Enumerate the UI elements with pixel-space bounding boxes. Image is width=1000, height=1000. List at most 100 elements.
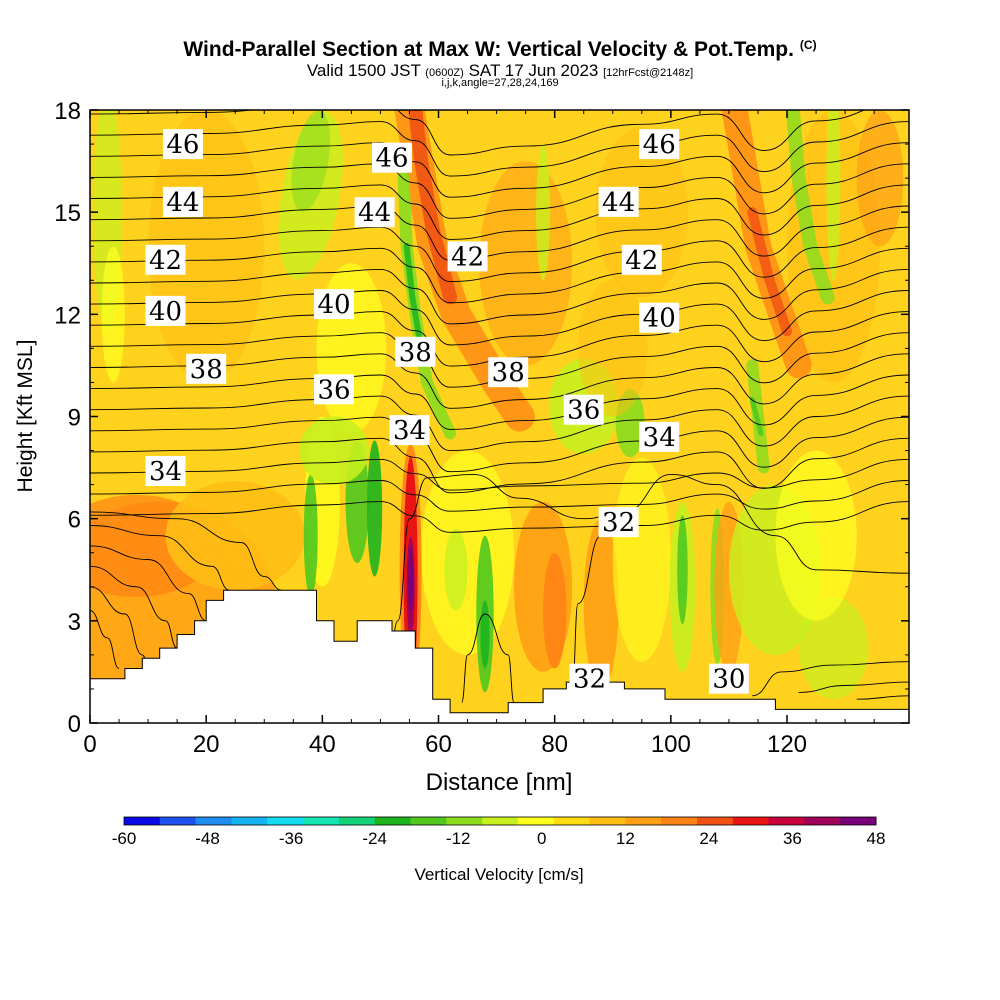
colorbar-swatch xyxy=(589,817,626,825)
y-tick-label: 3 xyxy=(68,609,81,636)
contour-label: 32 xyxy=(569,663,610,695)
contour-label-box xyxy=(569,663,610,694)
velocity-cell xyxy=(367,440,383,577)
isentrope-low xyxy=(90,511,282,591)
isentrope xyxy=(90,290,909,346)
contour-label-box xyxy=(145,244,186,275)
contour-label-text: 36 xyxy=(567,396,600,426)
contour-label: 34 xyxy=(389,415,430,446)
x-axis: 0 20 40 60 80 100 120 xyxy=(83,110,875,758)
contour-label-text: 40 xyxy=(643,304,676,334)
x-tick-label: 40 xyxy=(309,731,336,758)
chart-title: Wind-Parallel Section at Max W: Vertical… xyxy=(0,38,1000,62)
colorbar-swatch xyxy=(231,817,268,825)
velocity-cell xyxy=(101,246,125,383)
velocity-cell xyxy=(677,515,688,625)
contour-label-text: 42 xyxy=(149,246,182,276)
colorbar-tick-label: -48 xyxy=(195,829,220,848)
colorbar-swatch xyxy=(374,817,411,825)
contour-label-text: 38 xyxy=(492,358,525,388)
contour-label: 38 xyxy=(186,353,227,385)
contour-label-text: 40 xyxy=(317,290,350,320)
y-tick-label: 12 xyxy=(54,302,81,329)
contour-label: 40 xyxy=(145,295,186,327)
isentrope xyxy=(90,416,909,473)
y-tick-label: 9 xyxy=(68,405,81,432)
contour-label-text: 32 xyxy=(602,508,635,538)
y-tick-label: 15 xyxy=(54,200,81,227)
colorbar-tick-label: 12 xyxy=(616,829,635,848)
contour-label: 40 xyxy=(639,302,680,334)
velocity-cell xyxy=(303,474,318,597)
contour-label: 40 xyxy=(314,289,354,320)
isentrope-low xyxy=(90,545,207,622)
contour-label-text: 46 xyxy=(166,130,199,160)
contour-label: 30 xyxy=(708,663,749,695)
contour-label-text: 36 xyxy=(317,375,350,405)
isentrope-low xyxy=(90,610,120,669)
colorbar-swatch xyxy=(410,817,447,825)
velocity-band xyxy=(785,110,835,305)
colorbar: -60 -48 -36 -24 -12 0 12 24 36 48 xyxy=(112,816,885,848)
isentrope-low xyxy=(90,525,230,591)
grid-params: i,j,k,angle=27,28,24,169 xyxy=(441,77,559,89)
isentrope-low xyxy=(752,661,909,697)
contour-label-text: 34 xyxy=(393,416,426,446)
isentrope xyxy=(90,437,909,494)
chart-subtitle: Valid 1500 JST (0600Z) SAT 17 Jun 2023 [… xyxy=(0,61,1000,81)
terrain-mask xyxy=(89,589,910,724)
contour-label-text: 44 xyxy=(358,198,391,228)
contour-label: 38 xyxy=(488,357,529,388)
colorbar-tick-label: 24 xyxy=(699,829,718,848)
chart-title-text: Wind-Parallel Section at Max W: Vertical… xyxy=(183,38,794,61)
contour-label-box xyxy=(162,129,203,160)
contour-label: 36 xyxy=(563,394,604,426)
isentrope xyxy=(90,184,909,240)
contour-label: 44 xyxy=(162,186,203,218)
isentrope xyxy=(90,247,909,304)
velocity-cell xyxy=(299,416,369,485)
x-tick-label: 120 xyxy=(767,731,807,758)
x-tick-label: 20 xyxy=(193,731,220,758)
contour-label-group: 46 46 46 44 44 44 42 42 42 40 40 40 38 38 38 36 36 34 34 34… xyxy=(145,129,749,695)
colorbar-swatch xyxy=(696,817,734,825)
contour-label-box xyxy=(621,244,662,275)
contour-label-box xyxy=(598,507,639,538)
contour-label: 34 xyxy=(145,456,186,487)
contour-label-box xyxy=(708,663,749,694)
colorbar-swatch xyxy=(124,817,161,825)
contour-label: 46 xyxy=(372,142,412,174)
valid-time: Valid 1500 JST xyxy=(306,61,421,80)
colorbar-tick-label: 0 xyxy=(537,829,546,848)
forecast-info: [12hrFcst@2148z] xyxy=(603,67,694,79)
contour-label-box xyxy=(395,336,436,367)
isentrope xyxy=(90,163,909,219)
contour-label-text: 32 xyxy=(573,665,606,695)
colorbar-tick-label: 36 xyxy=(783,829,802,848)
colorbar-swatch xyxy=(517,817,555,825)
colorbar-tick-label: -24 xyxy=(362,829,387,848)
colorbar-swatch xyxy=(553,817,591,825)
x-tick-label: 0 xyxy=(83,731,96,758)
contour-label-text: 44 xyxy=(166,188,199,218)
valid-utc: (0600Z) xyxy=(425,67,464,79)
velocity-cell xyxy=(165,481,305,591)
isentrope xyxy=(90,268,909,325)
colorbar-swatch xyxy=(768,817,805,825)
updraft-column-core xyxy=(408,547,414,612)
colorbar-tick-label: -12 xyxy=(446,829,471,848)
isentrope xyxy=(90,142,909,198)
velocity-cell xyxy=(583,518,619,689)
colorbar-swatch xyxy=(482,817,519,825)
contour-label-box xyxy=(389,415,430,446)
velocity-cell xyxy=(444,528,468,611)
contour-label: 42 xyxy=(145,244,186,276)
velocity-cell xyxy=(798,596,869,700)
colorbar-swatch xyxy=(267,817,304,825)
isentrope-low xyxy=(798,681,909,693)
contour-label: 34 xyxy=(639,421,680,453)
contour-label-box xyxy=(314,374,354,405)
y-axis-label: Height [Kft MSL] xyxy=(14,340,37,493)
